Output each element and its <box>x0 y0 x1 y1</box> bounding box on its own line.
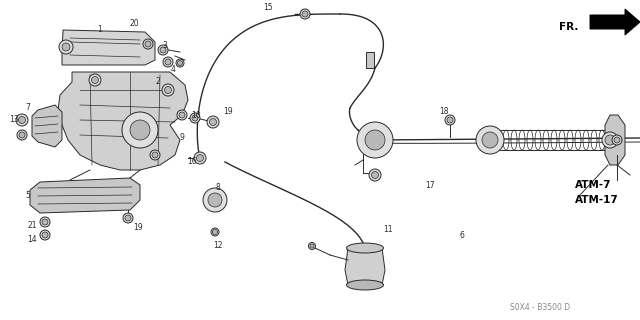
Circle shape <box>177 110 187 120</box>
Circle shape <box>308 243 316 250</box>
Circle shape <box>19 132 25 138</box>
Polygon shape <box>62 30 155 65</box>
Circle shape <box>203 188 227 212</box>
Circle shape <box>445 115 455 125</box>
Circle shape <box>160 47 166 53</box>
Circle shape <box>300 9 310 19</box>
Text: 13: 13 <box>9 116 19 124</box>
Circle shape <box>89 74 101 86</box>
Text: 12: 12 <box>213 241 223 250</box>
Text: 2: 2 <box>156 77 161 86</box>
Circle shape <box>40 217 50 227</box>
Circle shape <box>207 116 219 128</box>
Circle shape <box>482 132 498 148</box>
Circle shape <box>310 244 314 248</box>
Text: 14: 14 <box>27 236 37 244</box>
Circle shape <box>212 229 218 235</box>
Circle shape <box>143 39 153 49</box>
Circle shape <box>19 116 26 124</box>
Circle shape <box>42 232 48 238</box>
Polygon shape <box>366 52 374 68</box>
Text: 11: 11 <box>383 226 393 235</box>
Polygon shape <box>605 115 625 165</box>
Circle shape <box>208 193 222 207</box>
Circle shape <box>176 59 184 67</box>
Circle shape <box>164 86 172 93</box>
Text: 6: 6 <box>460 230 465 239</box>
Text: 16: 16 <box>187 157 197 166</box>
Circle shape <box>194 152 206 164</box>
Text: FR.: FR. <box>559 22 578 32</box>
Polygon shape <box>590 9 640 35</box>
Circle shape <box>302 11 308 17</box>
Circle shape <box>192 115 198 121</box>
Circle shape <box>177 60 182 66</box>
Circle shape <box>612 135 622 145</box>
Circle shape <box>59 40 73 54</box>
Text: 10: 10 <box>191 110 201 119</box>
Circle shape <box>17 130 27 140</box>
Text: 5: 5 <box>26 190 31 199</box>
Circle shape <box>196 155 204 162</box>
Circle shape <box>211 228 219 236</box>
Polygon shape <box>32 105 62 147</box>
Circle shape <box>150 150 160 160</box>
Text: 15: 15 <box>263 4 273 12</box>
Circle shape <box>158 45 168 55</box>
Text: 18: 18 <box>439 108 449 116</box>
Circle shape <box>365 130 385 150</box>
Circle shape <box>371 172 378 179</box>
Text: S0X4 - B3500 D: S0X4 - B3500 D <box>510 303 570 313</box>
Circle shape <box>163 57 173 67</box>
Text: 7: 7 <box>26 103 31 113</box>
Circle shape <box>62 43 70 51</box>
Text: 1: 1 <box>98 26 102 35</box>
Text: 19: 19 <box>223 108 233 116</box>
Text: 8: 8 <box>216 183 220 193</box>
Circle shape <box>42 219 48 225</box>
Circle shape <box>16 114 28 126</box>
Circle shape <box>614 137 620 143</box>
Text: ATM-17: ATM-17 <box>575 195 619 205</box>
Circle shape <box>125 215 131 221</box>
Circle shape <box>122 112 158 148</box>
Circle shape <box>40 230 50 240</box>
Circle shape <box>605 135 615 145</box>
Circle shape <box>602 132 618 148</box>
Circle shape <box>165 59 171 65</box>
Text: 17: 17 <box>425 180 435 189</box>
Circle shape <box>152 152 158 158</box>
Circle shape <box>369 169 381 181</box>
Circle shape <box>92 76 99 84</box>
Text: 19: 19 <box>133 223 143 233</box>
Circle shape <box>190 113 200 123</box>
Polygon shape <box>345 248 385 285</box>
Circle shape <box>179 112 185 118</box>
Ellipse shape <box>346 243 383 253</box>
Polygon shape <box>58 72 188 170</box>
Text: 21: 21 <box>28 220 36 229</box>
Ellipse shape <box>346 280 383 290</box>
Text: ATM-7: ATM-7 <box>575 180 611 190</box>
Circle shape <box>357 122 393 158</box>
Text: 20: 20 <box>129 20 139 28</box>
Circle shape <box>476 126 504 154</box>
Text: 4: 4 <box>171 66 175 75</box>
Circle shape <box>162 84 174 96</box>
Circle shape <box>130 120 150 140</box>
Circle shape <box>123 213 133 223</box>
Circle shape <box>145 41 151 47</box>
Text: 9: 9 <box>180 133 184 142</box>
Polygon shape <box>30 178 140 213</box>
Circle shape <box>447 117 453 123</box>
Text: 3: 3 <box>163 41 168 50</box>
Circle shape <box>209 118 216 125</box>
